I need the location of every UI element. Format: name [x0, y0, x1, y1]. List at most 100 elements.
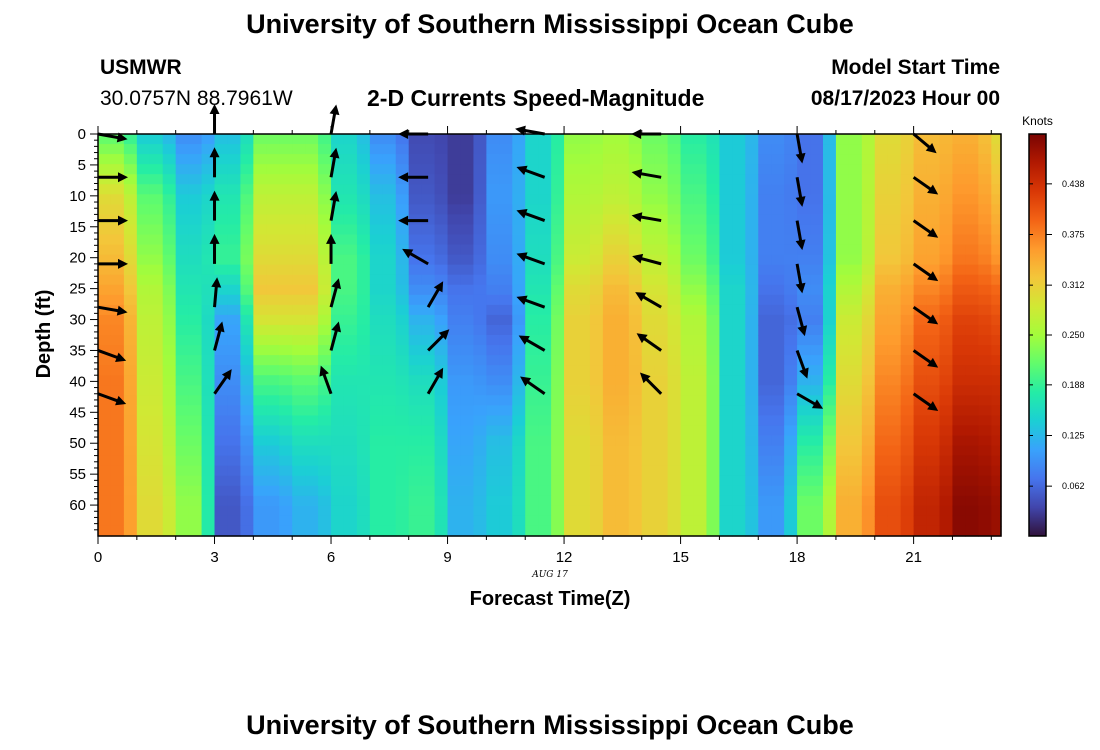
heatmap-cell — [758, 455, 772, 467]
heatmap-cell — [926, 254, 941, 266]
heatmap-cell — [266, 304, 280, 316]
heatmap-cell — [266, 154, 280, 165]
heatmap-cell — [408, 254, 423, 266]
colorbar-tick-label: 0.188 — [1062, 380, 1085, 390]
heatmap-cell — [201, 455, 216, 467]
heatmap-cell — [486, 385, 500, 396]
heatmap-cell — [486, 134, 500, 145]
heatmap-cell — [758, 204, 772, 215]
heatmap-cell — [822, 134, 837, 145]
heatmap-cell — [98, 435, 112, 447]
heatmap-cell — [900, 324, 915, 336]
heatmap-cell — [499, 244, 513, 256]
heatmap-cell — [162, 264, 177, 276]
heatmap-cell — [680, 365, 695, 376]
heatmap-cell — [628, 314, 643, 326]
heatmap-cell — [706, 284, 721, 296]
heatmap-cell — [861, 274, 876, 286]
heatmap-cell — [719, 284, 733, 296]
heatmap-cell — [356, 375, 371, 386]
heatmap-cell — [525, 134, 539, 145]
heatmap-cell — [758, 405, 772, 416]
heatmap-cell — [279, 335, 293, 346]
heatmap-cell — [292, 314, 306, 326]
heatmap-cell — [421, 525, 436, 537]
heatmap-cell — [913, 194, 928, 205]
heatmap-cell — [395, 314, 410, 326]
heatmap-cell — [810, 204, 824, 215]
heatmap-cell — [331, 244, 345, 256]
heatmap-cell — [305, 445, 319, 457]
heatmap-cell — [512, 224, 526, 236]
heatmap-cell — [887, 214, 902, 226]
heatmap-cell — [745, 224, 759, 236]
heatmap-cell — [991, 174, 1002, 185]
heatmap-cell — [602, 254, 617, 266]
heatmap-cell — [408, 465, 423, 477]
heatmap-cell — [538, 335, 552, 346]
heatmap-cell — [952, 234, 966, 246]
heatmap-cell — [900, 415, 915, 427]
heatmap-cell — [525, 204, 539, 215]
heatmap-cell — [395, 355, 410, 366]
heatmap-cell — [214, 304, 229, 316]
heatmap-cell — [861, 214, 876, 226]
heatmap-cell — [473, 224, 487, 236]
heatmap-cell — [318, 465, 332, 477]
heatmap-cell — [965, 324, 979, 336]
heatmap-cell — [110, 174, 125, 185]
heatmap-cell — [641, 284, 656, 296]
heatmap-cell — [331, 264, 345, 276]
heatmap-cell — [589, 134, 604, 145]
heatmap-cell — [926, 365, 941, 376]
heatmap-cell — [279, 355, 293, 366]
heatmap-cell — [110, 194, 125, 205]
heatmap-cell — [227, 425, 242, 437]
heatmap-cell — [654, 184, 669, 195]
heatmap-cell — [253, 264, 267, 276]
heatmap-cell — [162, 495, 177, 507]
heatmap-cell — [356, 174, 371, 185]
heatmap-cell — [771, 164, 785, 175]
heatmap-cell — [98, 244, 112, 256]
heatmap-cell — [952, 385, 966, 396]
heatmap-cell — [136, 274, 151, 286]
heatmap-cell — [486, 164, 500, 175]
heatmap-cell — [149, 415, 164, 427]
heatmap-cell — [628, 194, 643, 205]
heatmap-cell — [408, 415, 423, 427]
heatmap-cell — [136, 234, 151, 246]
heatmap-cell — [693, 415, 708, 427]
heatmap-cell — [667, 515, 682, 527]
heatmap-cell — [693, 505, 708, 517]
heatmap-cell — [201, 294, 216, 306]
heatmap-cell — [369, 184, 384, 195]
heatmap-cell — [162, 385, 177, 396]
heatmap-cell — [706, 465, 721, 477]
heatmap-cell — [861, 475, 876, 487]
heatmap-cell — [253, 425, 267, 437]
heatmap-cell — [473, 314, 487, 326]
heatmap-cell — [913, 324, 928, 336]
heatmap-cell — [356, 365, 371, 376]
heatmap-cell — [887, 244, 902, 256]
heatmap-cell — [110, 515, 125, 527]
heatmap-cell — [784, 164, 798, 175]
heatmap-cell — [473, 154, 487, 165]
heatmap-cell — [771, 274, 785, 286]
heatmap-cell — [473, 184, 487, 195]
heatmap-cell — [343, 324, 358, 336]
heatmap-cell — [525, 294, 539, 306]
heatmap-cell — [926, 164, 941, 175]
heatmap-cell — [408, 405, 423, 416]
heatmap-cell — [874, 144, 889, 155]
heatmap-cell — [628, 505, 643, 517]
heatmap-cell — [797, 345, 811, 356]
heatmap-cell — [356, 525, 371, 537]
heatmap-cell — [667, 465, 682, 477]
heatmap-cell — [732, 304, 746, 316]
heatmap-cell — [512, 455, 526, 467]
heatmap-cell — [395, 395, 410, 406]
colorbar-title: Knots — [1022, 114, 1053, 128]
heatmap-cell — [732, 204, 746, 215]
